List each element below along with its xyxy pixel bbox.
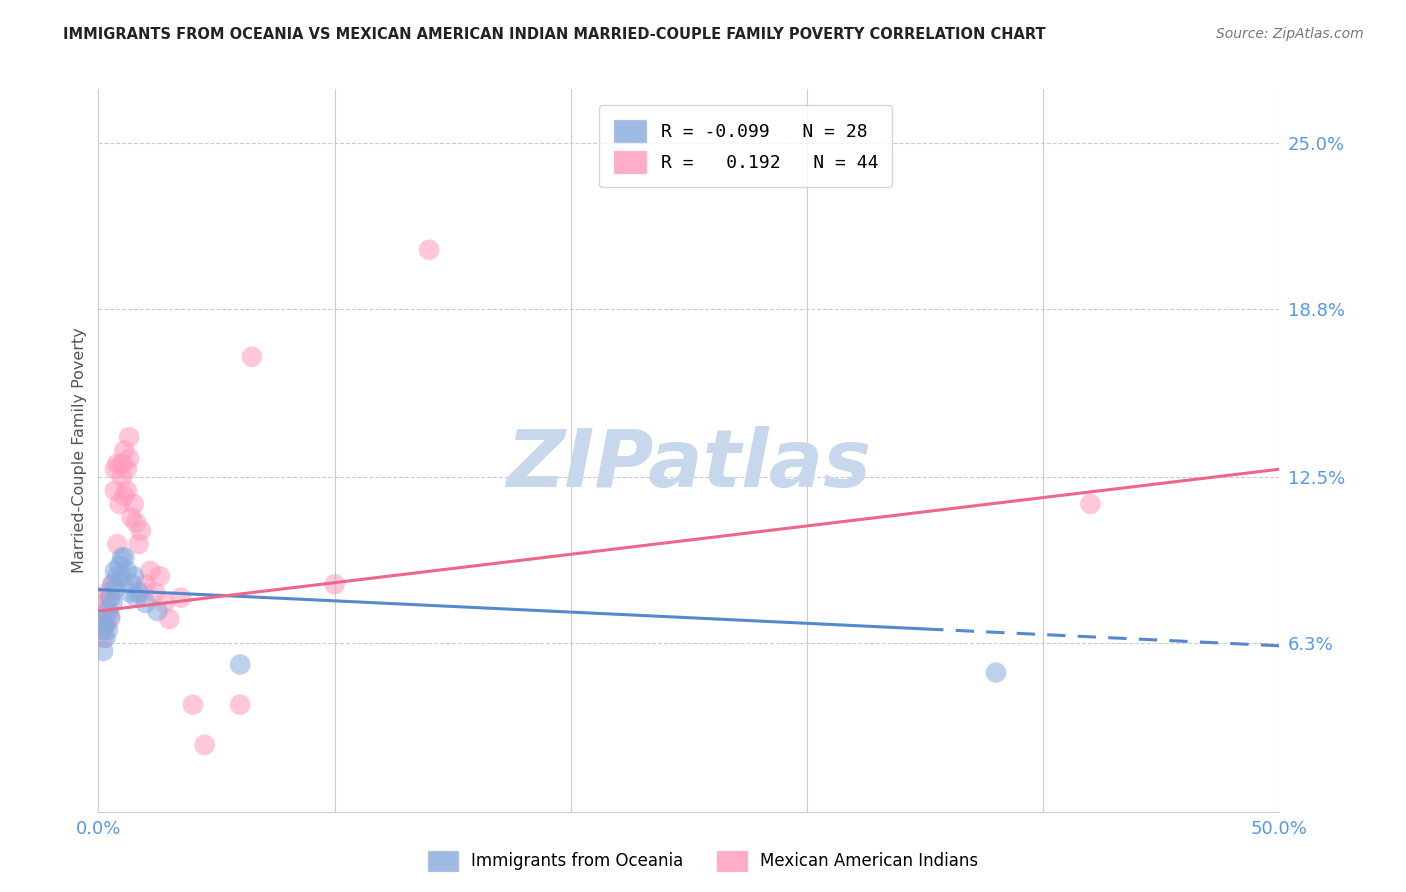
Point [323, 577, 346, 591]
Point [153, 596, 176, 610]
Point [94, 631, 117, 645]
Point [90, 623, 112, 637]
Point [101, 577, 124, 591]
Point [115, 462, 138, 476]
Point [111, 470, 134, 484]
Point [121, 577, 143, 591]
Point [104, 582, 127, 597]
Text: IMMIGRANTS FROM OCEANIA VS MEXICAN AMERICAN INDIAN MARRIED-COUPLE FAMILY POVERTY: IMMIGRANTS FROM OCEANIA VS MEXICAN AMERI… [63, 27, 1046, 42]
Point [125, 591, 148, 605]
Point [97, 623, 120, 637]
Point [194, 738, 217, 752]
Point [98, 612, 121, 626]
Point [104, 483, 127, 498]
Point [91, 623, 114, 637]
Point [104, 462, 127, 476]
Text: ZIPatlas: ZIPatlas [506, 425, 872, 504]
Point [97, 604, 120, 618]
Point [132, 585, 155, 599]
Point [98, 591, 121, 605]
Point [229, 657, 252, 672]
Point [984, 665, 1007, 680]
Y-axis label: Married-Couple Family Poverty: Married-Couple Family Poverty [72, 327, 87, 574]
Point [139, 564, 162, 578]
Point [122, 569, 145, 583]
Point [90, 612, 112, 626]
Point [157, 612, 180, 626]
Point [112, 489, 135, 503]
Point [97, 585, 120, 599]
Point [146, 604, 169, 618]
Point [125, 516, 148, 530]
Point [181, 698, 204, 712]
Point [98, 591, 121, 605]
Point [135, 596, 157, 610]
Point [115, 564, 138, 578]
Point [118, 585, 141, 599]
Point [1080, 497, 1102, 511]
Point [90, 591, 112, 605]
Point [112, 550, 135, 565]
Point [128, 585, 150, 599]
Point [91, 631, 114, 645]
Point [98, 609, 121, 624]
Point [101, 577, 124, 591]
Point [91, 612, 114, 626]
Legend: Immigrants from Oceania, Mexican American Indians: Immigrants from Oceania, Mexican America… [419, 842, 987, 880]
Legend: R = -0.099   N = 28, R =   0.192   N = 44: R = -0.099 N = 28, R = 0.192 N = 44 [599, 105, 893, 187]
Point [101, 596, 124, 610]
Point [105, 537, 128, 551]
Point [118, 451, 141, 466]
Point [111, 569, 134, 583]
Point [111, 457, 134, 471]
Point [115, 483, 138, 498]
Point [94, 617, 117, 632]
Point [108, 558, 131, 573]
Point [94, 617, 117, 632]
Text: Source: ZipAtlas.com: Source: ZipAtlas.com [1216, 27, 1364, 41]
Point [105, 569, 128, 583]
Point [104, 564, 127, 578]
Point [240, 350, 263, 364]
Point [135, 577, 157, 591]
Point [91, 644, 114, 658]
Point [94, 596, 117, 610]
Point [111, 550, 134, 565]
Point [108, 497, 131, 511]
Point [105, 457, 128, 471]
Point [112, 443, 135, 458]
Point [143, 585, 166, 599]
Point [229, 698, 252, 712]
Point [128, 537, 150, 551]
Point [121, 510, 143, 524]
Point [170, 591, 193, 605]
Point [149, 569, 172, 583]
Point [118, 430, 141, 444]
Point [97, 604, 120, 618]
Point [122, 497, 145, 511]
Point [129, 524, 152, 538]
Point [418, 243, 440, 257]
